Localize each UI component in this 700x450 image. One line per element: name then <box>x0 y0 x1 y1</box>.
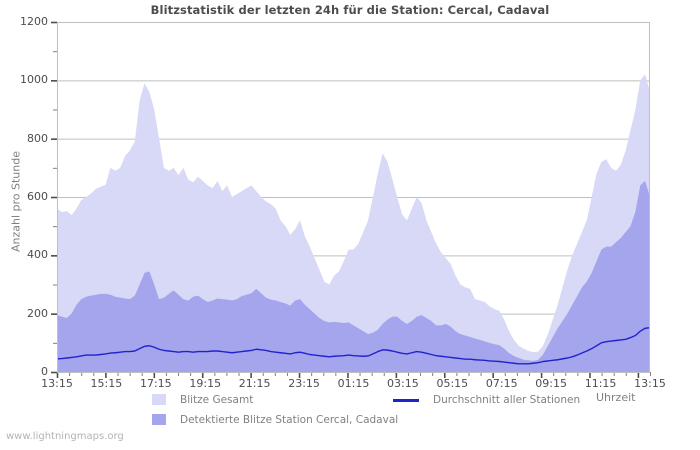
x-tick-label: 13:15 <box>634 377 666 390</box>
x-tick-label: 17:15 <box>139 377 172 390</box>
x-tick-label: 09:15 <box>535 377 567 390</box>
legend-item-detected[interactable]: Detektierte Blitze Station Cercal, Cadav… <box>152 414 398 426</box>
chart-title: Blitzstatistik der letzten 24h für die S… <box>150 3 550 17</box>
x-tick-label: 07:15 <box>485 377 518 390</box>
series-area-detected <box>57 180 650 372</box>
x-tick-label: 11:15 <box>584 377 617 390</box>
legend-swatch-icon <box>152 394 166 405</box>
y-tick-label: 0 <box>41 365 48 378</box>
y-tick-label: 600 <box>27 190 48 203</box>
series-line-average <box>56 326 651 365</box>
y-tick-label: 400 <box>27 248 48 262</box>
legend-label: Durchschnitt aller Stationen <box>433 394 581 406</box>
legend-item-average[interactable]: Durchschnitt aller Stationen <box>393 394 580 406</box>
legend-swatch-icon <box>152 414 166 425</box>
legend-line-icon <box>393 399 419 402</box>
y-tick-label: 800 <box>27 131 48 145</box>
x-tick-label: 19:15 <box>189 377 222 390</box>
x-tick-label: 13:15 <box>41 377 73 390</box>
x-axis-title: Uhrzeit <box>596 391 636 404</box>
y-tick-label: 1000 <box>20 73 48 87</box>
legend-label: Blitze Gesamt <box>180 394 254 406</box>
x-tick-label: 23:15 <box>288 377 320 390</box>
series-area-total <box>57 74 650 372</box>
plot-frame <box>57 22 650 373</box>
x-tick-label: 05:15 <box>436 377 469 390</box>
x-tick-label: 01:15 <box>337 377 370 390</box>
series-layers <box>56 74 651 372</box>
x-tick-label: 21:15 <box>238 377 271 390</box>
watermark: www.lightningmaps.org <box>6 431 124 442</box>
y-tick-label: 1200 <box>20 15 48 28</box>
legend-item-total[interactable]: Blitze Gesamt <box>152 394 253 406</box>
x-tick-label: 03:15 <box>387 377 419 390</box>
y-tick-label: 200 <box>27 306 48 320</box>
x-tick-label: 15:15 <box>90 377 123 390</box>
legend-label: Detektierte Blitze Station Cercal, Cadav… <box>180 414 399 426</box>
